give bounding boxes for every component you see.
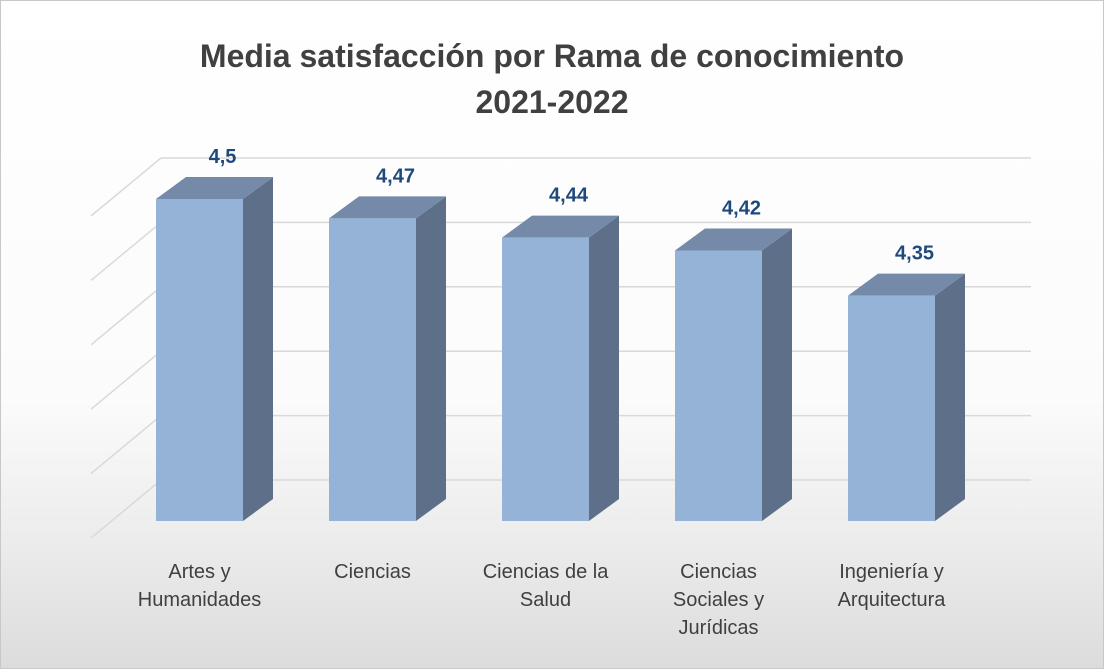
bar-side	[416, 196, 446, 521]
grid-line	[90, 479, 162, 539]
value-label: 4,5	[209, 146, 237, 168]
bar-side	[935, 273, 965, 521]
bar-side	[589, 215, 619, 521]
x-tick-label: Ciencias Sociales y Jurídicas	[672, 561, 765, 639]
bar	[502, 237, 589, 521]
grid-line	[90, 415, 162, 475]
bar-side	[762, 228, 792, 521]
bar-top	[675, 228, 792, 251]
grid-line	[90, 350, 162, 410]
x-tick-label: Artes y Humanidades	[137, 561, 262, 611]
bar-top	[156, 177, 273, 199]
bar-side	[243, 177, 273, 521]
bar-top	[502, 215, 619, 238]
grid-line	[90, 157, 162, 217]
grid-line	[90, 221, 162, 281]
x-tick-label: Ciencias	[334, 561, 411, 583]
value-label: 4,47	[376, 165, 415, 187]
x-tick-label: Ciencias de la Salud	[482, 561, 609, 611]
bar-top	[329, 196, 446, 219]
value-label: 4,42	[722, 198, 761, 220]
x-tick-label: Ingeniería y Arquitectura	[837, 561, 946, 611]
bar	[156, 199, 243, 521]
bar	[329, 218, 416, 521]
chart-title: Media satisfacción por Rama de conocimie…	[199, 38, 905, 120]
bar	[848, 295, 935, 521]
grid-line	[90, 286, 162, 346]
bar-top	[848, 273, 965, 296]
value-label: 4,44	[549, 185, 589, 207]
value-label: 4,35	[895, 243, 934, 265]
bar	[675, 250, 762, 521]
